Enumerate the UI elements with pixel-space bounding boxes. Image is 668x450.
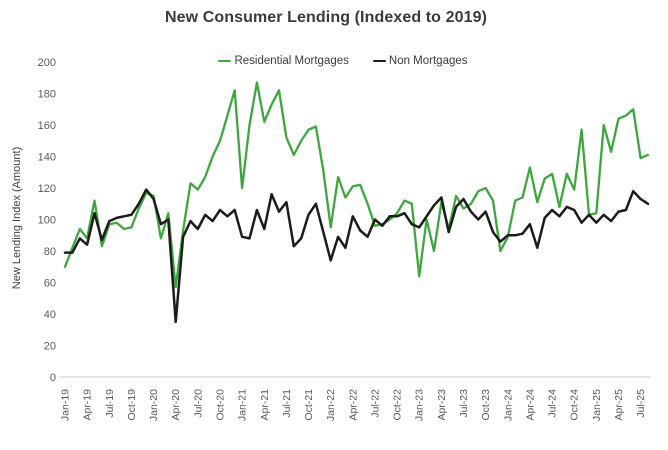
x-axis-tick-label: Jan-22 bbox=[325, 389, 337, 421]
x-axis-tick-label: Oct-24 bbox=[569, 389, 581, 421]
x-axis-tick-label: Oct-21 bbox=[303, 389, 315, 421]
x-axis-tick-label: Oct-22 bbox=[392, 389, 404, 421]
x-axis-tick-label: Jul-19 bbox=[104, 389, 116, 418]
x-axis-tick-label: Oct-23 bbox=[480, 389, 492, 421]
legend: Residential Mortgages Non Mortgages bbox=[9, 55, 668, 67]
residential-mortgages-swatch-icon bbox=[218, 59, 232, 63]
x-axis-tick-label: Jul-22 bbox=[369, 389, 381, 418]
x-axis-tick-label: Jan-23 bbox=[414, 389, 426, 421]
x-axis-tick-label: Jan-21 bbox=[237, 389, 249, 421]
y-axis-tick-label: 100 bbox=[38, 215, 56, 227]
y-axis-tick-label: 0 bbox=[50, 372, 56, 384]
y-axis-tick-label: 80 bbox=[44, 246, 56, 258]
x-axis-tick-label: Apr-21 bbox=[259, 389, 271, 421]
legend-label-residential-mortgages: Residential Mortgages bbox=[234, 55, 349, 67]
x-axis-tick-label: Oct-19 bbox=[126, 389, 138, 421]
x-axis-tick-label: Apr-20 bbox=[170, 389, 182, 421]
x-axis-tick-label: Jul-25 bbox=[635, 389, 647, 418]
y-axis-tick-label: 20 bbox=[44, 341, 56, 353]
non-mortgages-line bbox=[63, 188, 650, 324]
y-axis-tick-label: 160 bbox=[38, 120, 56, 132]
x-axis-tick-label: Apr-25 bbox=[613, 389, 625, 421]
residential-mortgages-line bbox=[63, 81, 650, 289]
y-axis-tick-label: 60 bbox=[44, 278, 56, 290]
x-axis-tick-label: Apr-22 bbox=[347, 389, 359, 421]
non-mortgages-swatch-icon bbox=[372, 59, 386, 63]
x-axis-tick-label: Jan-25 bbox=[591, 389, 603, 421]
legend-label-non-mortgages: Non Mortgages bbox=[388, 55, 468, 67]
legend-item-non-mortgages: Non Mortgages bbox=[372, 55, 468, 67]
x-axis-tick-label: Apr-24 bbox=[524, 389, 536, 421]
x-axis-tick-label: Oct-20 bbox=[214, 389, 226, 421]
x-axis-tick-label: Jan-20 bbox=[148, 389, 160, 421]
y-axis-tick-label: 180 bbox=[38, 89, 56, 101]
y-axis-tick-label: 140 bbox=[38, 152, 56, 164]
x-axis-tick-label: Jul-23 bbox=[458, 389, 470, 418]
legend-item-residential-mortgages: Residential Mortgages bbox=[218, 55, 349, 67]
x-axis-tick-label: Jul-20 bbox=[192, 389, 204, 418]
x-axis-tick-label: Jan-19 bbox=[60, 389, 72, 421]
x-axis-tick-label: Apr-23 bbox=[436, 389, 448, 421]
y-axis-tick-label: 200 bbox=[38, 57, 56, 69]
x-axis-tick-label: Jan-24 bbox=[502, 389, 514, 421]
x-axis-tick-label: Jul-21 bbox=[281, 389, 293, 418]
x-axis-tick-label: Jul-24 bbox=[547, 389, 559, 418]
x-axis-tick-label: Apr-19 bbox=[82, 389, 94, 421]
y-axis-tick-label: 120 bbox=[38, 183, 56, 195]
chart-title: New Consumer Lending (Indexed to 2019) bbox=[164, 9, 488, 26]
y-axis-tick-label: 40 bbox=[44, 309, 56, 321]
